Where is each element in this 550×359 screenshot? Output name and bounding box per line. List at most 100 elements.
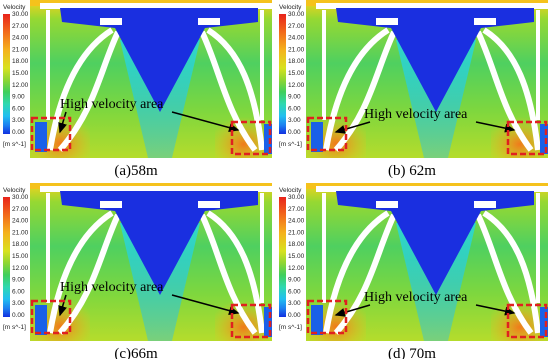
white-slot [474, 201, 496, 208]
legend-tick: 30.00 [12, 194, 29, 201]
highlight-box [506, 303, 548, 339]
arrow [475, 304, 516, 316]
legend-tick: 9.00 [288, 277, 301, 284]
highlight-box [230, 120, 272, 156]
caption: (d) 70m [388, 346, 436, 359]
highlight-box [30, 299, 72, 335]
annotation: High velocity area [60, 97, 164, 112]
legend-tick: 24.00 [288, 35, 305, 42]
colorbar [279, 14, 286, 134]
legend-tick: 24.00 [12, 218, 29, 225]
blue-pocket [264, 124, 272, 154]
legend-tick: 18.00 [12, 241, 29, 248]
arrow [171, 111, 240, 132]
legend-tick: 3.00 [12, 300, 25, 307]
legend-tick: 6.00 [288, 105, 301, 112]
white-slot [100, 18, 122, 25]
highlight-box [306, 116, 348, 152]
legend-title: Velocity [279, 187, 302, 194]
legend-tick: 21.00 [12, 229, 29, 236]
channel [316, 3, 550, 152]
colorbar [279, 197, 286, 317]
legend-tick: 21.00 [288, 229, 305, 236]
caption: (c)66m [114, 346, 158, 359]
annotation: High velocity area [364, 290, 468, 305]
arrow [334, 304, 371, 317]
blue-pocket [311, 122, 323, 152]
legend-title: Velocity [3, 4, 26, 11]
legend-tick: 21.00 [288, 46, 305, 53]
legend-tick: 15.00 [12, 253, 29, 260]
legend-tick: 15.00 [288, 70, 305, 77]
channel-edge [322, 193, 540, 303]
legend-tick: 27.00 [12, 206, 29, 213]
legend-tick: 3.00 [288, 117, 301, 124]
legend-unit: [m s^-1] [3, 324, 26, 331]
legend-tick: 18.00 [288, 241, 305, 248]
legend-tick: 27.00 [288, 206, 305, 213]
white-slot [376, 18, 398, 25]
channel [316, 186, 550, 335]
highlight-box [230, 303, 272, 339]
legend-tick: 30.00 [288, 11, 305, 18]
legend-unit: [m s^-1] [3, 141, 26, 148]
legend-tick: 9.00 [288, 94, 301, 101]
blue-body [60, 8, 258, 112]
legend-tick: 6.00 [12, 105, 25, 112]
annotation: High velocity area [364, 107, 468, 122]
legend-tick: 27.00 [12, 23, 29, 30]
legend-tick: 6.00 [12, 288, 25, 295]
legend-tick: 9.00 [12, 94, 25, 101]
blue-body [60, 191, 258, 295]
legend-tick: 18.00 [288, 58, 305, 65]
white-slot [474, 18, 496, 25]
blue-pocket [264, 307, 272, 337]
highlight-box [506, 120, 548, 156]
legend-tick: 30.00 [288, 194, 305, 201]
legend-tick: 24.00 [12, 35, 29, 42]
legend-tick: 0.00 [12, 312, 25, 319]
legend-tick: 21.00 [12, 46, 29, 53]
legend-title: Velocity [3, 187, 26, 194]
legend-tick: 12.00 [288, 265, 305, 272]
legend-title: Velocity [279, 4, 302, 11]
blue-pocket [35, 122, 47, 152]
legend-unit: [m s^-1] [279, 141, 302, 148]
legend-tick: 3.00 [12, 117, 25, 124]
legend-tick: 3.00 [288, 300, 301, 307]
white-slot [198, 18, 220, 25]
channel [40, 186, 280, 335]
highlight-box [30, 116, 72, 152]
channel-edge [322, 10, 540, 120]
channel-edge [46, 193, 264, 303]
legend-tick: 27.00 [288, 23, 305, 30]
arrow [58, 111, 67, 134]
blue-body [336, 191, 534, 295]
arrow [58, 294, 67, 317]
legend-tick: 12.00 [12, 265, 29, 272]
legend-unit: [m s^-1] [279, 324, 302, 331]
legend-tick: 18.00 [12, 58, 29, 65]
channel-edge [46, 10, 264, 120]
legend-tick: 0.00 [288, 129, 301, 136]
blue-pocket [540, 124, 548, 154]
arrow [171, 294, 240, 315]
white-slot [376, 201, 398, 208]
legend-tick: 15.00 [288, 253, 305, 260]
caption: (a)58m [114, 163, 158, 179]
legend-tick: 15.00 [12, 70, 29, 77]
legend-tick: 12.00 [12, 82, 29, 89]
legend-tick: 6.00 [288, 288, 301, 295]
blue-body [336, 8, 534, 112]
legend-tick: 0.00 [12, 129, 25, 136]
legend-tick: 0.00 [288, 312, 301, 319]
legend-tick: 12.00 [288, 82, 305, 89]
blue-pocket [35, 305, 47, 335]
legend-tick: 9.00 [12, 277, 25, 284]
colorbar [3, 14, 10, 134]
